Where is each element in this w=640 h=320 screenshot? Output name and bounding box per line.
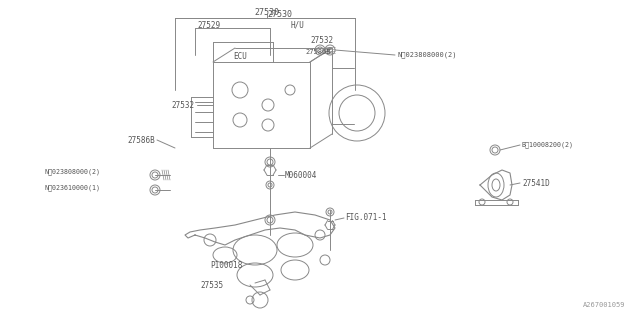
Text: 27530: 27530: [268, 10, 292, 19]
Text: B⁠10008200(2): B⁠10008200(2): [522, 142, 574, 148]
Text: P100018: P100018: [210, 260, 243, 269]
Text: FIG.071-1: FIG.071-1: [345, 213, 387, 222]
Text: A267001059: A267001059: [582, 302, 625, 308]
Text: ECU: ECU: [233, 52, 247, 60]
Text: H/U: H/U: [290, 20, 304, 29]
Text: N⁠023808000(2): N⁠023808000(2): [397, 52, 456, 58]
Text: 27530: 27530: [255, 7, 280, 17]
Text: 27532: 27532: [310, 36, 333, 44]
Text: 27586B: 27586B: [305, 49, 330, 55]
Text: 27586B: 27586B: [127, 135, 155, 145]
Text: 27541D: 27541D: [522, 179, 550, 188]
Text: 27532: 27532: [172, 100, 195, 109]
Text: M060004: M060004: [285, 171, 317, 180]
Text: 27529: 27529: [197, 20, 220, 29]
Text: N⁠023610000(1): N⁠023610000(1): [44, 185, 100, 191]
Text: 27535: 27535: [200, 281, 223, 290]
Text: N⁠023808000(2): N⁠023808000(2): [44, 169, 100, 175]
